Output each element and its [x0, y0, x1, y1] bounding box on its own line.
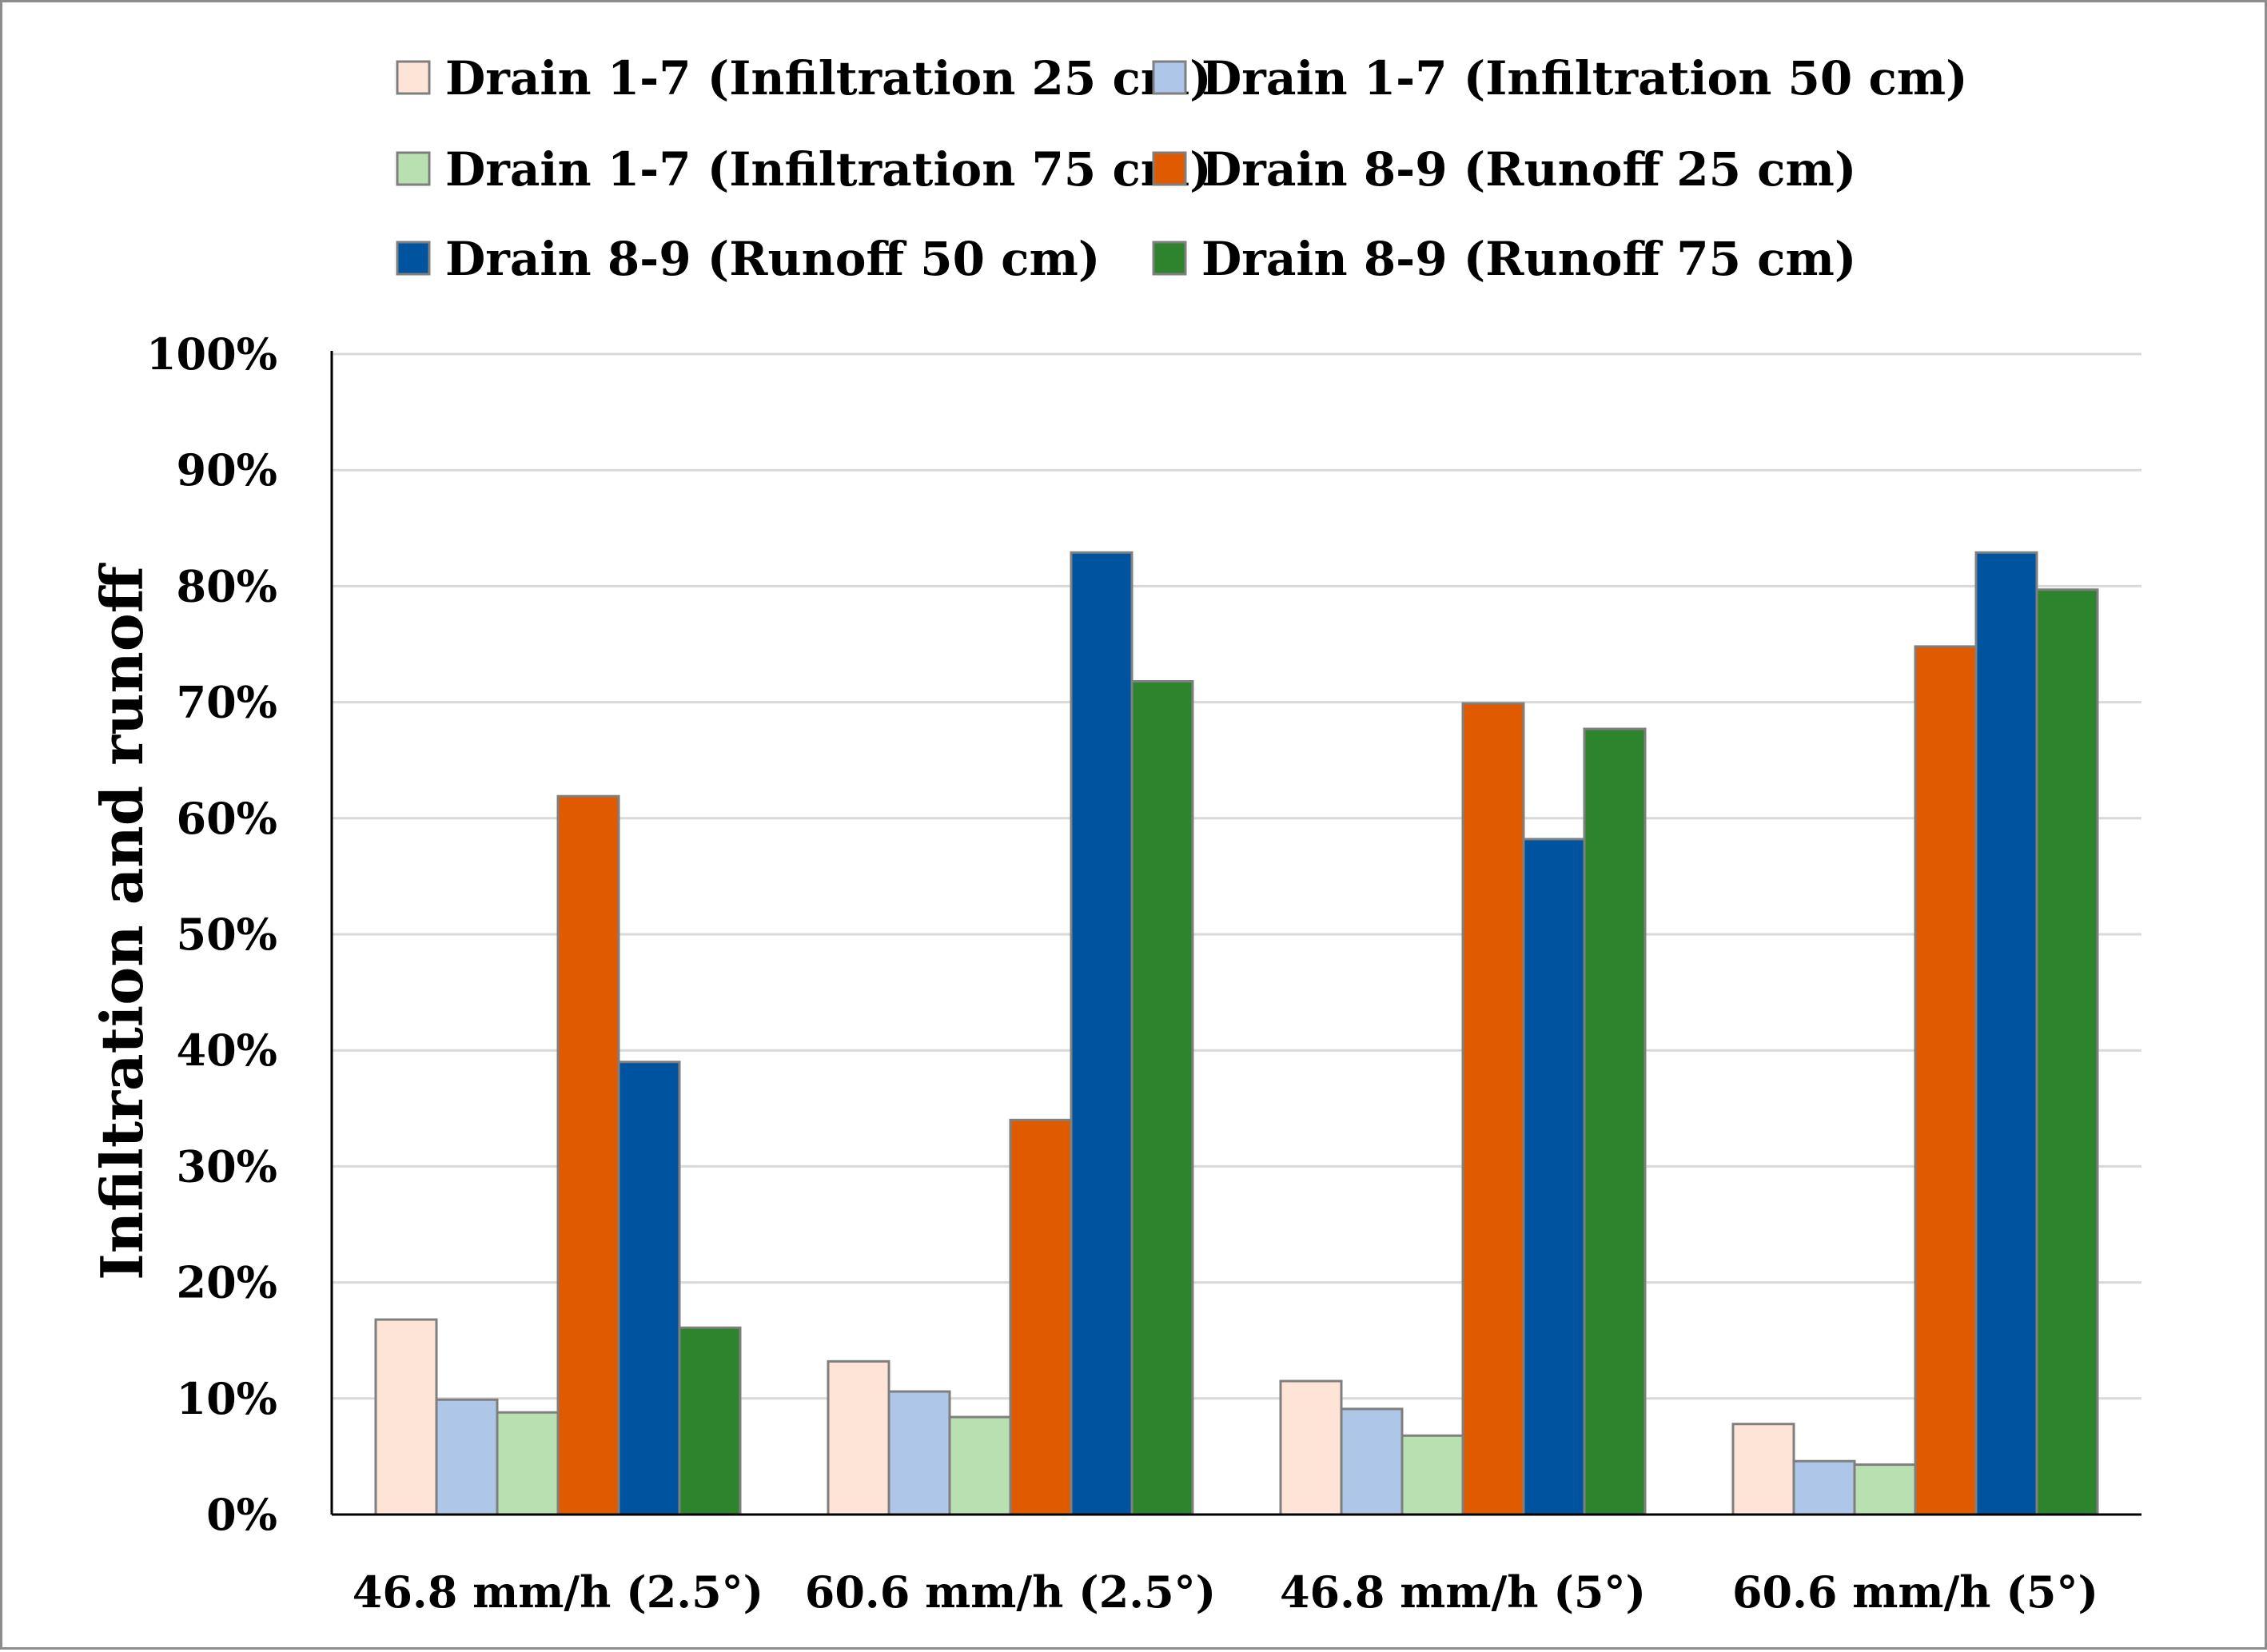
x-category-label: 60.6 mm/h (5°) — [1732, 1566, 2098, 1618]
y-tick-label: 0% — [206, 1489, 277, 1540]
bar-drain-8-9-runoff-25-cm-2 — [1009, 1118, 1073, 1516]
legend-swatch-drain-1-7-infiltration-25-cm — [396, 60, 431, 95]
bar-drain-8-9-runoff-25-cm-3 — [1461, 702, 1525, 1516]
bar-drain-8-9-runoff-75-cm-4 — [2035, 588, 2099, 1516]
x-category-label: 60.6 mm/h (2.5°) — [805, 1566, 1216, 1618]
legend-swatch-drain-1-7-infiltration-75-cm — [396, 151, 431, 186]
bar-drain-8-9-runoff-25-cm-1 — [556, 794, 620, 1516]
bar-drain-1-7-infiltration-25-cm-2 — [827, 1359, 890, 1516]
x-category-label: 46.8 mm/h (2.5°) — [353, 1566, 763, 1618]
legend-label-drain-8-9-runoff-75-cm: Drain 8-9 (Runoff 75 cm) — [1201, 232, 1856, 286]
bar-drain-1-7-infiltration-75-cm-3 — [1400, 1434, 1464, 1516]
bar-drain-1-7-infiltration-25-cm-4 — [1731, 1423, 1795, 1516]
legend-label-drain-1-7-infiltration-75-cm: Drain 1-7 (Infiltration 75 cm) — [445, 142, 1212, 197]
y-tick-label: 20% — [177, 1257, 277, 1308]
legend-label-drain-8-9-runoff-50-cm: Drain 8-9 (Runoff 50 cm) — [445, 232, 1100, 286]
legend-label-drain-8-9-runoff-25-cm: Drain 8-9 (Runoff 25 cm) — [1201, 142, 1856, 197]
y-tick-label: 40% — [177, 1025, 277, 1076]
bar-drain-1-7-infiltration-75-cm-4 — [1853, 1463, 1917, 1516]
legend-swatch-drain-1-7-infiltration-50-cm — [1152, 60, 1187, 95]
y-tick-label: 30% — [177, 1140, 277, 1192]
y-tick-label: 10% — [177, 1373, 277, 1424]
legend-swatch-drain-8-9-runoff-75-cm — [1152, 241, 1187, 276]
bar-drain-8-9-runoff-50-cm-1 — [617, 1061, 681, 1516]
legend-label-drain-1-7-infiltration-50-cm: Drain 1-7 (Infiltration 50 cm) — [1201, 51, 1968, 105]
bar-drain-8-9-runoff-25-cm-4 — [1914, 645, 1978, 1516]
bar-drain-1-7-infiltration-50-cm-3 — [1340, 1407, 1404, 1516]
bar-drain-1-7-infiltration-75-cm-1 — [496, 1411, 560, 1516]
y-tick-label: 70% — [177, 677, 277, 728]
y-axis-label: Infiltration and runoff — [88, 563, 156, 1280]
legend-swatch-drain-8-9-runoff-25-cm — [1152, 151, 1187, 186]
bar-drain-8-9-runoff-50-cm-4 — [1974, 551, 2038, 1516]
legend: Drain 1-7 (Infiltration 25 cm)Drain 1-7 … — [396, 51, 1968, 286]
y-tick-label: 60% — [177, 793, 277, 844]
bar-drain-8-9-runoff-75-cm-2 — [1130, 679, 1194, 1516]
bar-drain-1-7-infiltration-50-cm-4 — [1792, 1459, 1856, 1516]
y-tick-label: 50% — [177, 909, 277, 960]
bar-drain-8-9-runoff-75-cm-3 — [1583, 727, 1647, 1516]
bar-drain-1-7-infiltration-25-cm-3 — [1279, 1379, 1343, 1516]
bar-drain-8-9-runoff-50-cm-3 — [1522, 838, 1586, 1516]
axes: 0% 10% 20% 30% 40% 50% 60% 70% 80% 90% 100% 46.8 mm… — [146, 328, 2141, 1618]
bar-drain-8-9-runoff-50-cm-2 — [1070, 551, 1134, 1516]
y-tick-label: 80% — [177, 560, 277, 611]
y-tick-label: 90% — [177, 444, 277, 496]
bar-drain-1-7-infiltration-50-cm-1 — [435, 1398, 499, 1516]
bars — [374, 551, 2099, 1516]
legend-label-drain-1-7-infiltration-25-cm: Drain 1-7 (Infiltration 25 cm) — [445, 51, 1212, 105]
bar-drain-1-7-infiltration-25-cm-1 — [374, 1318, 438, 1516]
y-tick-label: 100% — [146, 328, 277, 380]
x-category-label: 46.8 mm/h (5°) — [1280, 1566, 1646, 1618]
legend-swatch-drain-8-9-runoff-50-cm — [396, 241, 431, 276]
bar-drain-1-7-infiltration-50-cm-2 — [887, 1390, 951, 1516]
bar-drain-8-9-runoff-75-cm-1 — [678, 1326, 742, 1516]
bar-drain-1-7-infiltration-75-cm-2 — [948, 1415, 1012, 1516]
